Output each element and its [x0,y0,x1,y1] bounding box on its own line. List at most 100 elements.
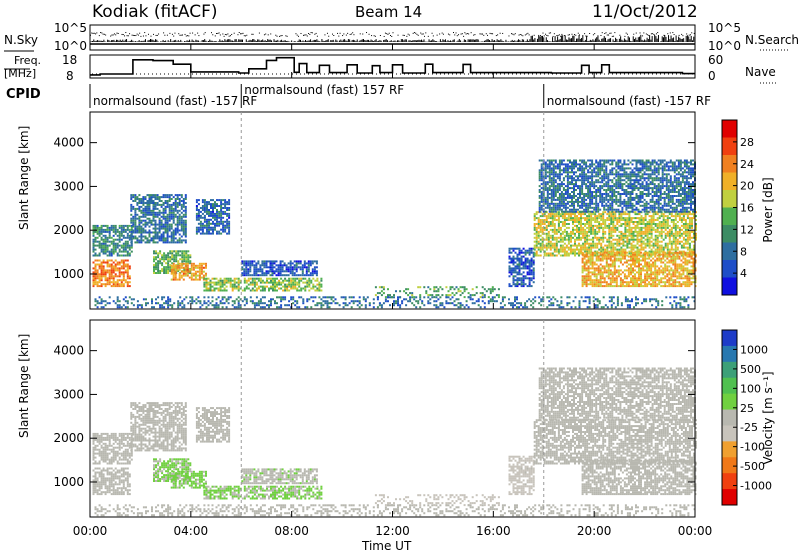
power-cell [516,267,519,270]
power-cell [106,238,109,241]
power-cell [216,214,218,217]
power-cell [172,235,175,238]
power-cell [108,271,111,274]
power-cell [134,237,137,240]
power-cell [118,275,121,278]
power-cell [636,265,638,268]
power-cell [602,211,605,214]
power-cell [624,228,627,231]
power-cell [574,250,576,253]
nsearch-sample [653,34,655,36]
power-cell [582,217,585,220]
power-cell [106,244,109,247]
power-cell [132,200,135,202]
power-cell [680,246,683,249]
power-cell [263,272,266,275]
power-cell [459,294,462,297]
power-cell [170,205,173,208]
power-cell [221,289,224,292]
power-cell [205,274,207,277]
power-cell [168,219,171,222]
power-cell [684,246,687,249]
power-cell [691,240,693,243]
power-cell [662,215,665,218]
power-cell [112,244,115,247]
power-cell [656,283,659,286]
power-cell [512,269,515,272]
power-cell [231,289,234,292]
power-cell [576,226,578,229]
power-cell [217,289,220,292]
power-cell [656,242,659,245]
power-cell [265,260,268,263]
power-cell [533,240,536,243]
power-cell [599,253,602,256]
power-cell [693,232,695,235]
power-cell [583,279,586,282]
power-cell [167,272,170,274]
power-cell [662,277,665,280]
power-cell [118,285,121,288]
power-cell [644,261,647,264]
nsearch-sample [90,34,91,36]
power-cell [597,283,600,286]
power-cell [126,250,129,253]
power-cell [164,241,167,244]
power-cell [650,279,653,282]
power-cell [623,251,626,254]
power-cell [672,238,675,241]
power-cell [100,265,103,268]
power-cell [166,221,169,224]
power-cell [172,217,175,220]
power-cell [668,250,671,253]
power-cell [567,236,570,239]
power-cell [174,215,177,218]
power-cell [261,264,264,267]
power-cell [539,248,542,251]
power-cell [100,261,103,264]
power-cell [632,279,634,282]
power-cell [120,254,123,257]
power-cell [582,223,585,225]
power-cell [543,250,546,253]
power-cell [608,230,611,233]
power-cell [553,219,556,221]
power-cell [674,213,677,216]
power-cell [114,259,117,262]
nsearch-sample [178,33,180,35]
nsearch-sample [681,33,683,35]
power-cell [551,224,554,227]
power-cell [693,217,695,220]
nsearch-sample [174,32,176,34]
power-cell [607,285,610,288]
power-cell [520,281,523,284]
power-cell [166,205,169,208]
power-cell [257,279,260,282]
nsky-tick-bottom: 10^0 [54,39,87,53]
power-cell [604,221,607,223]
power-cell [168,213,171,216]
power-cell [688,232,691,235]
power-cell [616,221,619,223]
power-cell [539,242,542,245]
power-cell [664,253,667,256]
power-cell [154,207,157,210]
power-cell [126,281,129,284]
power-cell [584,240,587,243]
power-cell [295,274,298,277]
power-cell [592,244,595,247]
power-cell [530,263,533,266]
nsky-trace [89,32,695,42]
power-cell [211,277,214,280]
power-cell [510,251,513,254]
power-cell [626,217,629,220]
power-cell [126,228,129,231]
power-cell [618,238,621,241]
power-cell [626,224,629,227]
power-cell [652,252,655,255]
power-cell [585,263,588,266]
power-cell [294,287,297,290]
nsearch-sample [184,33,186,35]
power-cell [543,215,546,218]
